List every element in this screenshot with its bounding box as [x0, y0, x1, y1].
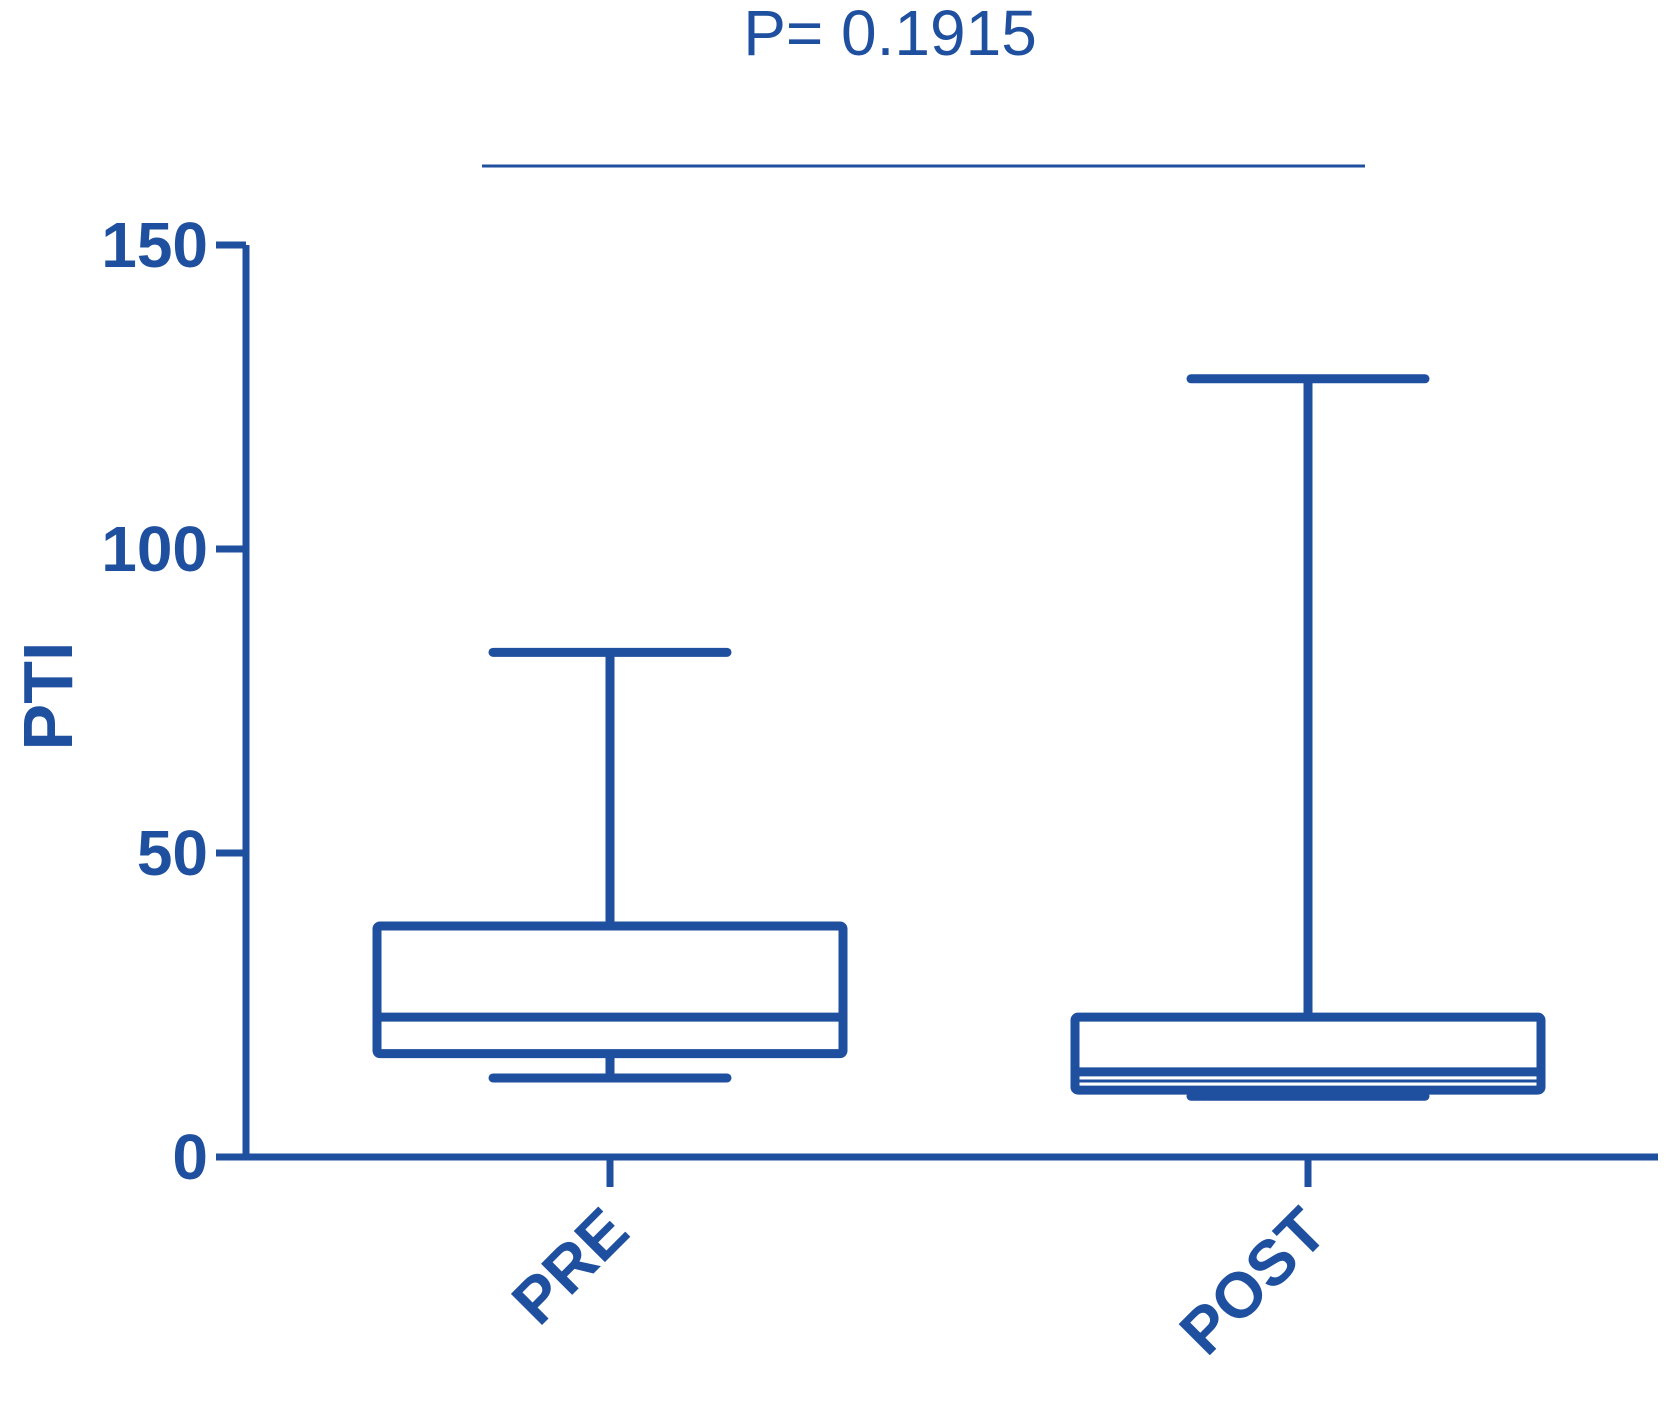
- x-ticks: PRE POST: [498, 1157, 1340, 1368]
- box-post: [1070, 374, 1546, 1101]
- boxes: [372, 374, 1546, 1101]
- x-tick-label-pre: PRE: [498, 1194, 642, 1338]
- y-tick-label-50: 50: [137, 817, 208, 889]
- y-axis-label: PTI: [9, 642, 87, 751]
- p-value-label: P= 0.1915: [743, 0, 1037, 69]
- y-tick-label-0: 0: [172, 1121, 208, 1193]
- post-iqr-box: [1070, 1012, 1546, 1095]
- y-tick-label-100: 100: [101, 513, 208, 585]
- significance-annotation: P= 0.1915: [482, 0, 1365, 168]
- box-pre: [372, 647, 848, 1083]
- y-tick-label-150: 150: [101, 209, 208, 281]
- pre-iqr-box: [372, 921, 848, 1059]
- y-ticks: 0 50 100 150: [101, 209, 246, 1193]
- x-tick-label-post: POST: [1166, 1194, 1340, 1368]
